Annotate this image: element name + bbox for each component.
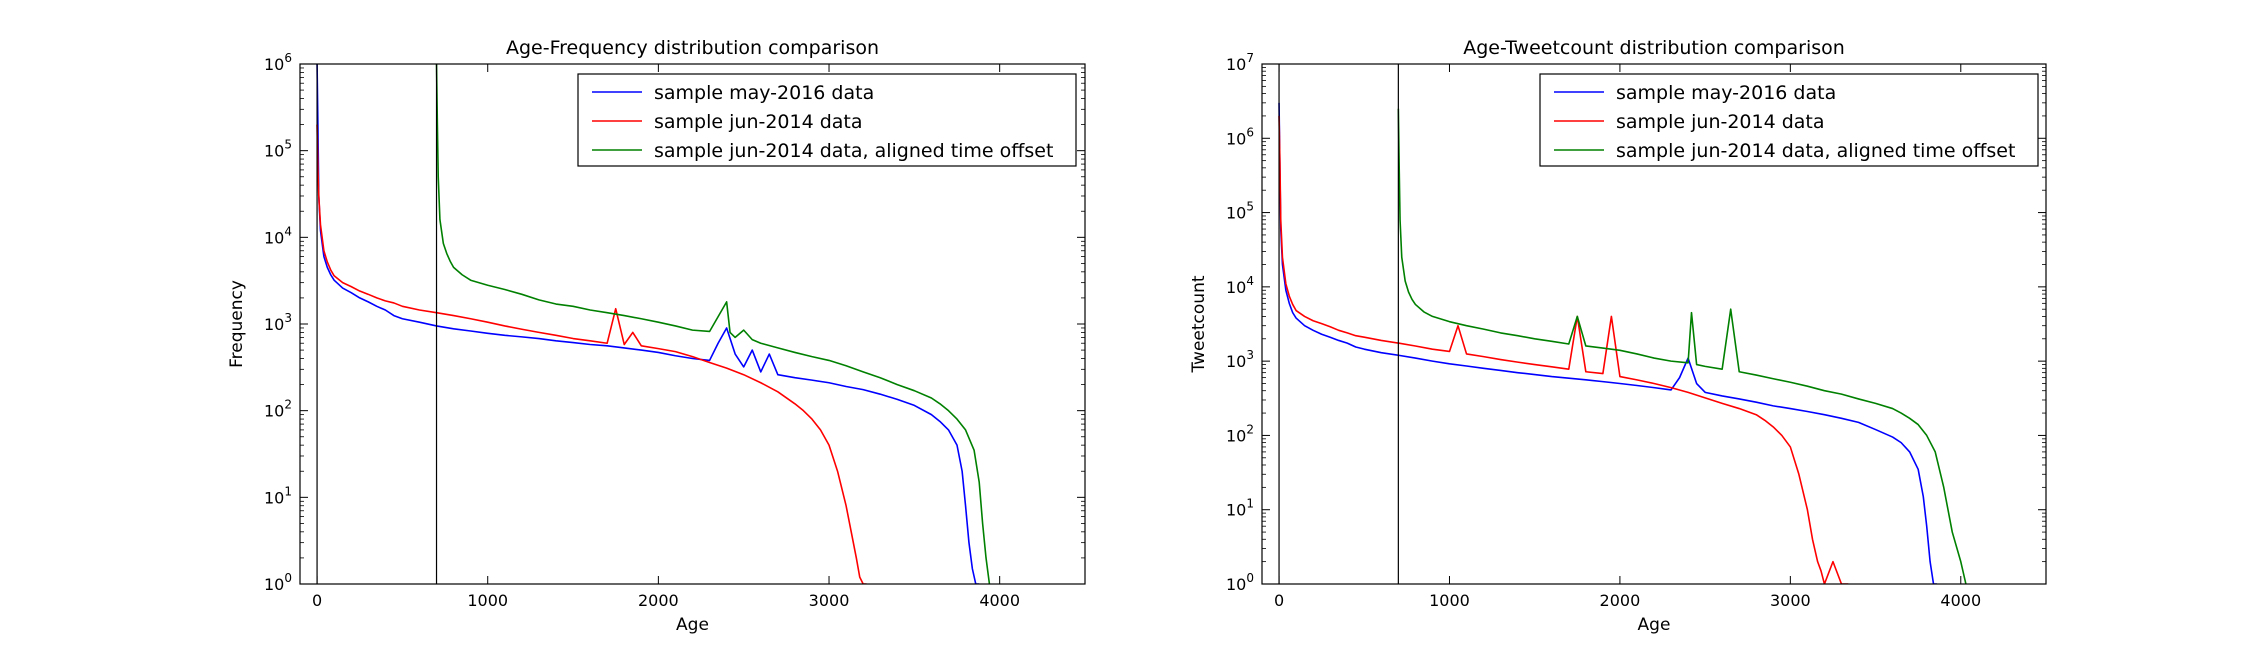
series-line-1 — [316, 124, 867, 584]
x-tick-label: 1000 — [467, 591, 508, 610]
y-tick-label: 104 — [1226, 274, 1254, 297]
legend-box — [1539, 73, 2039, 167]
y-tick-label: 107 — [1226, 51, 1254, 74]
y-tick-label: 106 — [1226, 125, 1254, 148]
y-tick-label: 103 — [264, 311, 292, 334]
x-tick-label: 0 — [1274, 591, 1284, 610]
x-axis-label: Age — [1638, 615, 1671, 635]
x-tick-label: 4000 — [979, 591, 1020, 610]
y-tick-label: 100 — [264, 571, 292, 594]
y-tick-label: 102 — [1226, 422, 1254, 445]
series-line-0 — [316, 64, 980, 584]
series-group — [1278, 102, 1967, 584]
y-axis-label: Tweetcount — [1189, 275, 1209, 373]
x-tick-label: 3000 — [809, 591, 850, 610]
series-line-2 — [435, 64, 991, 584]
y-tick-label: 100 — [1226, 571, 1254, 594]
chart-title: Age-Frequency distribution comparison — [506, 37, 879, 59]
y-tick-label: 103 — [1226, 348, 1254, 371]
legend-entry-2: sample jun-2014 data, aligned time offse… — [1616, 140, 2015, 162]
x-axis-label: Age — [676, 615, 709, 635]
legend-entry-1: sample jun-2014 data — [1616, 111, 1825, 133]
chart-title: Age-Tweetcount distribution comparison — [1463, 37, 1845, 59]
series-line-1 — [1278, 115, 1849, 584]
axes-frame — [1261, 63, 2047, 585]
chart-age-frequency: Age-Frequency distribution comparison Age… — [227, 37, 1086, 635]
legend-box — [577, 73, 1077, 167]
legend: sample may-2016 data sample jun-2014 data… — [1539, 73, 2039, 167]
y-tick-label: 106 — [264, 51, 292, 74]
chart-age-tweetcount: Age-Tweetcount distribution comparison Ag… — [1189, 37, 2047, 635]
series-group — [316, 64, 991, 584]
x-tick-label: 4000 — [1940, 591, 1981, 610]
legend-entry-0: sample may-2016 data — [654, 82, 874, 104]
x-tick-label: 1000 — [1429, 591, 1470, 610]
x-tick-label: 2000 — [638, 591, 679, 610]
y-tick-label: 102 — [264, 398, 292, 421]
x-tick-label: 0 — [312, 591, 322, 610]
y-tick-label: 105 — [1226, 200, 1254, 223]
legend-entry-2: sample jun-2014 data, aligned time offse… — [654, 140, 1053, 162]
y-tick-label: 101 — [264, 484, 292, 507]
series-line-2 — [1397, 108, 1967, 584]
y-tick-label: 104 — [264, 224, 292, 247]
y-tick-label: 101 — [1226, 497, 1254, 520]
x-tick-label: 3000 — [1770, 591, 1811, 610]
x-tick-label: 2000 — [1600, 591, 1641, 610]
legend: sample may-2016 data sample jun-2014 data… — [577, 73, 1077, 167]
legend-entry-0: sample may-2016 data — [1616, 82, 1836, 104]
series-line-0 — [1278, 102, 1937, 584]
y-tick-label: 105 — [264, 138, 292, 161]
y-axis-label: Frequency — [227, 280, 247, 368]
legend-entry-1: sample jun-2014 data — [654, 111, 863, 133]
